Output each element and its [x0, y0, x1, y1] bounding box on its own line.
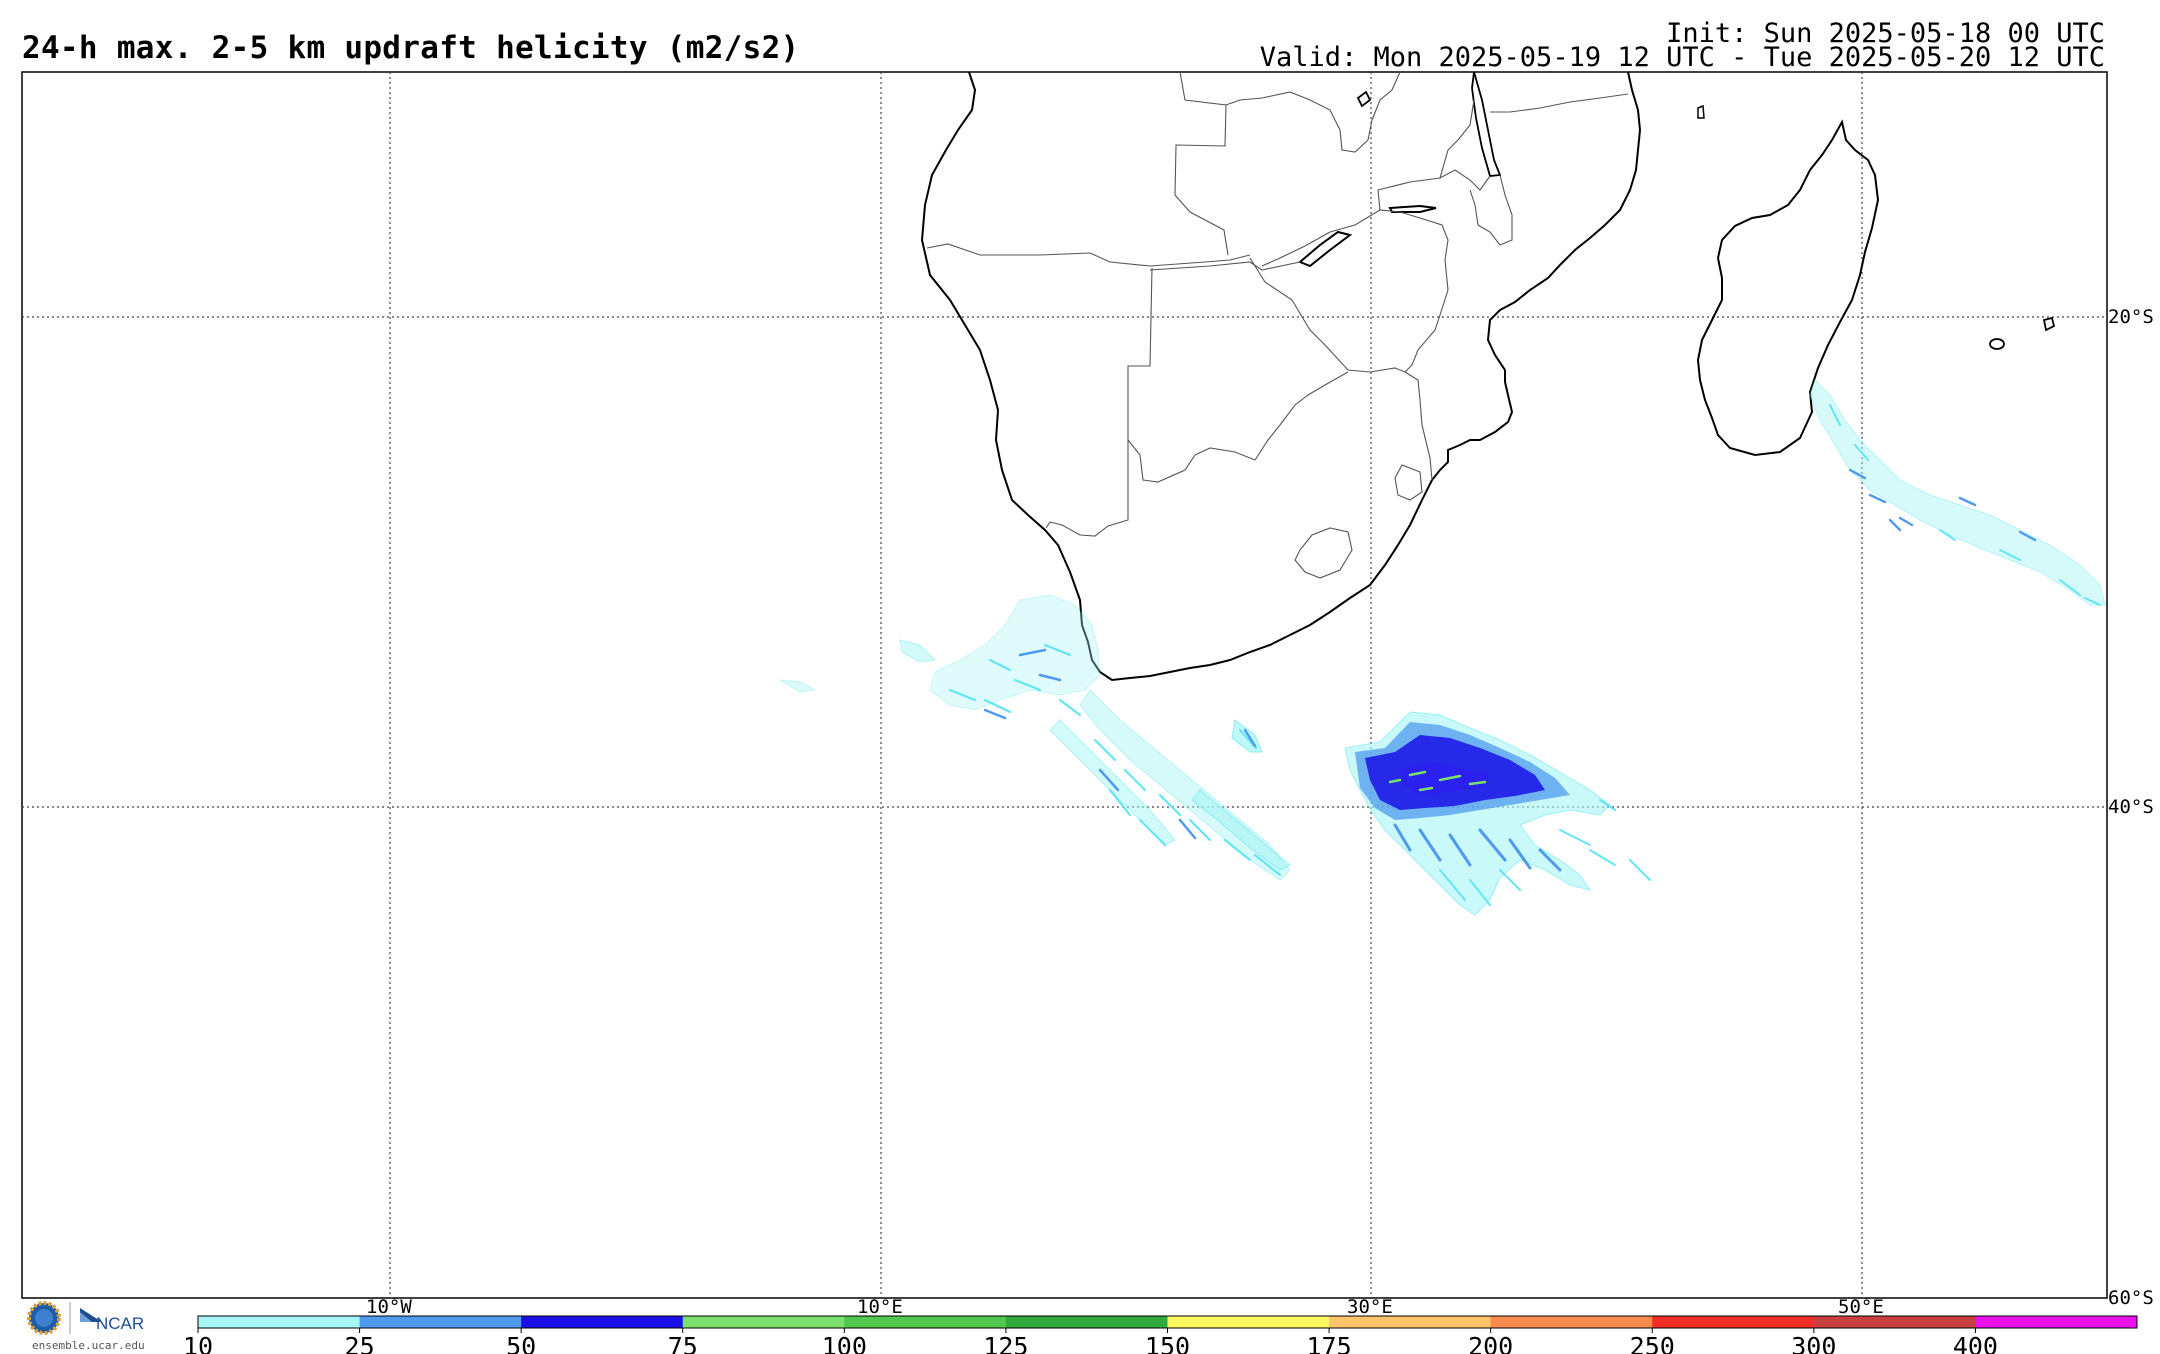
colorbar-swatch — [1813, 1316, 1976, 1328]
lon-label-10w: 10°W — [366, 1296, 412, 1318]
reunion-island — [2042, 316, 2056, 332]
border-caprivi — [1149, 261, 1301, 271]
colorbar-tick-label: 250 — [1630, 1332, 1675, 1354]
border-zambia-tanzania — [1439, 99, 1475, 179]
helicity-field — [779, 379, 2106, 916]
colorbar-swatch — [1329, 1316, 1492, 1328]
africa-coastline — [920, 71, 1642, 682]
colorbar-swatch — [1005, 1316, 1168, 1328]
colorbar-swatch — [682, 1316, 845, 1328]
mauritius-island — [1989, 338, 2005, 350]
map-title: 24-h max. 2-5 km updraft helicity (m2/s2… — [22, 30, 800, 66]
colorbar-swatch — [198, 1316, 361, 1328]
colorbar: 10 25 50 75 100 125 150 175 200 250 300 400 — [183, 1315, 2138, 1354]
lon-label-10e: 10°E — [857, 1296, 903, 1318]
colorbar-tick-label: 50 — [506, 1332, 536, 1354]
colorbar-tick-label: 400 — [1953, 1332, 1998, 1354]
site-url[interactable]: ensemble.ucar.edu — [32, 1339, 145, 1352]
border-zambia-malawi — [1377, 169, 1491, 211]
colorbar-tick-label: 300 — [1791, 1332, 1836, 1354]
lon-label-50e: 50°E — [1838, 1296, 1884, 1318]
lat-label-20s: 20°S — [2108, 306, 2154, 328]
border-malawi-mozambique — [1469, 174, 1513, 246]
border-angola-namibia — [926, 243, 1251, 267]
colorbar-tick-label: 175 — [1307, 1332, 1352, 1354]
colorbar-tick-label: 150 — [1145, 1332, 1190, 1354]
colorbar-swatch — [1652, 1316, 1815, 1328]
colorbar-tick-label: 100 — [822, 1332, 867, 1354]
valid-time: Valid: Mon 2025-05-19 12 UTC - Tue 2025-… — [1259, 42, 2105, 73]
colorbar-tick-label: 10 — [183, 1332, 213, 1354]
lake-tanganyika-tip — [1356, 90, 1372, 108]
graticule — [22, 72, 2107, 1298]
lake-kariba — [1298, 230, 1353, 268]
ncar-logo-text: NCAR — [96, 1314, 144, 1333]
colorbar-swatch — [844, 1316, 1007, 1328]
init-time: Init: Sun 2025-05-18 00 UTC — [1666, 18, 2105, 49]
colorbar-tick-label: 125 — [983, 1332, 1028, 1354]
border-botswana-zimbabwe — [1249, 257, 1406, 373]
border-mozambique-sa — [1404, 371, 1433, 481]
country-borders — [926, 71, 1629, 579]
colorbar-swatch — [1975, 1316, 2138, 1328]
border-lesotho — [1294, 527, 1353, 579]
colorbar-tick-label: 75 — [668, 1332, 698, 1354]
border-zambia-drc — [1225, 71, 1401, 153]
colorbar-tick-label: 200 — [1468, 1332, 1513, 1354]
nsf-logo — [27, 1301, 61, 1335]
lat-label-60s: 60°S — [2108, 1287, 2154, 1309]
helicity-east-madagascar — [1809, 379, 2106, 606]
colorbar-swatch — [1167, 1316, 1330, 1328]
comoros-island — [1697, 104, 1705, 119]
colorbar-swatch — [1490, 1316, 1653, 1328]
map-frame — [21, 71, 2108, 1299]
border-botswana-south-africa — [1127, 371, 1349, 483]
madagascar-coastline — [1696, 119, 1880, 457]
lat-label-40s: 40°S — [2108, 796, 2154, 818]
border-namibia-botswana — [1045, 267, 1153, 537]
helicity-blue-west — [983, 648, 1257, 840]
border-eswatini — [1394, 464, 1423, 501]
lon-label-30e: 30°E — [1347, 1296, 1393, 1318]
helicity-main-cluster — [1344, 711, 1651, 916]
colorbar-swatch — [521, 1316, 684, 1328]
border-zimbabwe-mozambique — [1399, 211, 1449, 373]
colorbar-tick-label: 25 — [345, 1332, 375, 1354]
colorbar-swatch — [359, 1316, 522, 1328]
border-angola-zambia — [1174, 71, 1229, 256]
ncar-logo: NCAR — [80, 1308, 144, 1333]
border-mozambique-tanzania — [1490, 93, 1629, 113]
